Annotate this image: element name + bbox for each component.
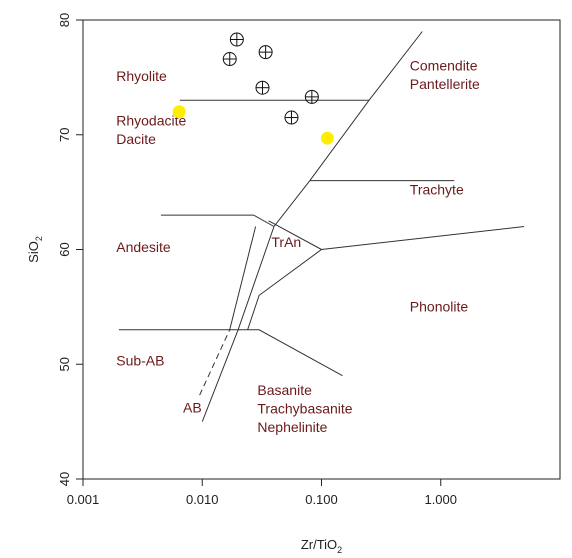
field-label-6: Trachyte: [410, 181, 464, 197]
field-label-3: Dacite: [116, 131, 156, 147]
boundary-line-1: [201, 31, 423, 422]
field-label-12: Basanite: [257, 382, 312, 398]
boundary-line-9: [199, 329, 231, 396]
x-tick-label-2: 0.010: [186, 492, 219, 507]
sample-point-3: [258, 45, 273, 60]
field-label-8: TrAn: [271, 234, 301, 250]
sample-point-6: [284, 110, 299, 125]
x-tick-label-3: 0.100: [305, 492, 338, 507]
highlight-point-1: [172, 105, 186, 119]
sample-point-2: [229, 32, 244, 47]
y-axis-label-main: SiO: [26, 241, 41, 263]
field-label-4: Comendite: [410, 57, 478, 73]
x-tick-label-4: 1.000: [424, 492, 457, 507]
field-labels: Rhyolite Rhyodacite Dacite Comendite Pantell…: [116, 57, 480, 434]
x-axis-label-sub: 2: [337, 545, 342, 555]
field-label-13: Trachybasanite: [257, 401, 352, 417]
y-tick-label-2: 50: [57, 357, 72, 371]
highlight-point-2: [320, 131, 334, 145]
field-label-7: Andesite: [116, 239, 171, 255]
y-tick-label-5: 80: [57, 13, 72, 27]
field-label-1: Rhyolite: [116, 68, 167, 84]
field-boundaries: [118, 31, 525, 422]
boundary-line-5: [229, 226, 257, 330]
field-label-9: Phonolite: [410, 298, 469, 314]
y-tick-label-1: 40: [57, 472, 72, 486]
field-label-2: Rhyodacite: [116, 113, 186, 129]
field-label-11: AB: [183, 399, 202, 415]
x-axis-label-main: Zr/TiO: [301, 537, 337, 552]
sample-point-4: [255, 80, 270, 95]
boundary-line-8: [118, 329, 343, 377]
y-tick-label-3: 60: [57, 242, 72, 256]
field-label-14: Nephelinite: [257, 419, 327, 435]
x-tick-label-1: 0.001: [67, 492, 100, 507]
y-tick-label-4: 70: [57, 128, 72, 142]
x-axis-label: Zr/TiO2: [301, 537, 342, 555]
boundary-line-4: [160, 214, 275, 227]
field-label-10: Sub-AB: [116, 352, 164, 368]
y-axis-label: SiO2: [26, 236, 44, 263]
data-points: [172, 32, 334, 145]
y-axis-label-sub: 2: [34, 236, 44, 241]
boundary-line-7: [268, 220, 322, 250]
sample-point-1: [222, 52, 237, 67]
axes: 0.001 0.010 0.100 1.000 40 50 60 70 80: [57, 13, 457, 507]
boundary-line-6: [247, 226, 525, 330]
field-label-5: Pantellerite: [410, 76, 480, 92]
sample-point-5: [304, 89, 319, 104]
